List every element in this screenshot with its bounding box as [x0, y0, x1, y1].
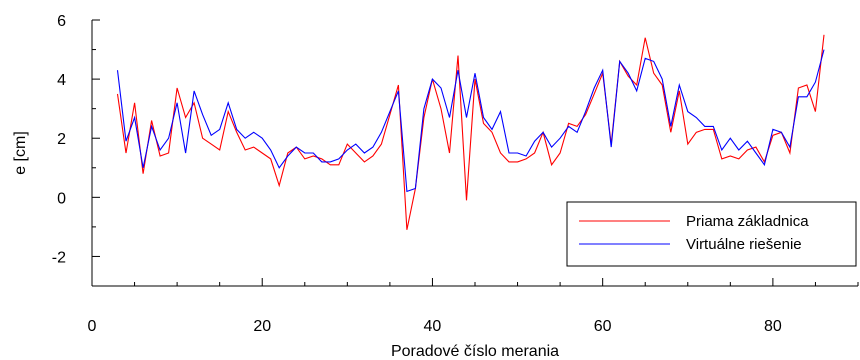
- series-line-0: [116, 34, 825, 230]
- y-tick-label: 6: [57, 13, 66, 30]
- legend-label-priama: Priama základnica: [686, 213, 809, 230]
- legend-label-virtualne: Virtuálne riešenie: [686, 236, 802, 253]
- x-axis-title: Poradové číslo merania: [391, 343, 559, 360]
- x-tick-label: 20: [253, 318, 271, 335]
- y-tick-label: -2: [52, 249, 66, 266]
- series-layer: [116, 34, 825, 230]
- y-tick-label: 2: [57, 131, 66, 148]
- x-tick-label: 0: [88, 318, 97, 335]
- legend-box: [566, 201, 857, 267]
- series-line-1: [116, 49, 825, 193]
- y-axis-title: e [cm]: [12, 131, 29, 175]
- x-tick-label: 40: [424, 318, 442, 335]
- x-tick-label: 60: [594, 318, 612, 335]
- y-tick-label: 4: [57, 72, 66, 89]
- x-tick-label: 80: [764, 318, 782, 335]
- legend: Priama základnica Virtuálne riešenie: [566, 201, 857, 267]
- y-tick-label: 0: [57, 190, 66, 207]
